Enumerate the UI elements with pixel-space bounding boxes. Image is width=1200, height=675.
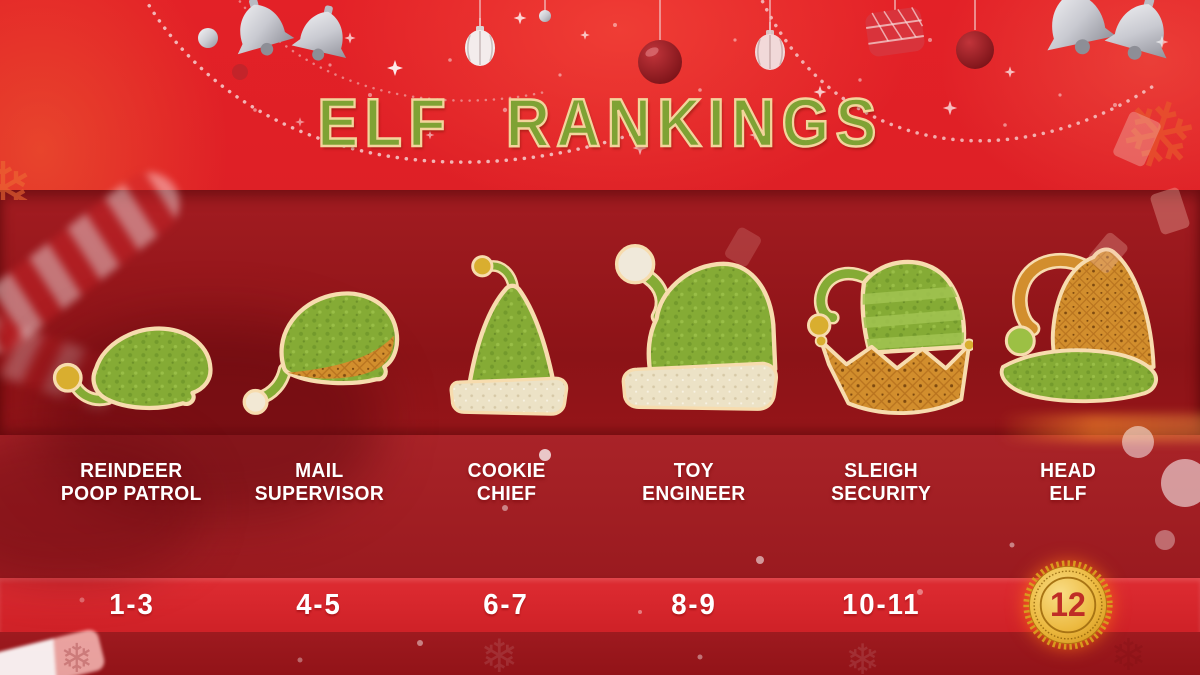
head-elf-rank-badge: 12: [1021, 558, 1115, 652]
role-labels-row: REINDEER POOP PATROL MAIL SUPERVISOR COO…: [0, 460, 1200, 506]
role-label: TOY ENGINEER: [642, 460, 745, 506]
rank-head-elf: 12: [975, 558, 1162, 652]
tiny-flat-elf-hat-icon: [52, 326, 213, 411]
column-sleigh-security: [787, 222, 974, 422]
column-head-elf: [975, 210, 1162, 422]
role-line-2: POOP PATROL: [61, 483, 203, 505]
role-line-2: SUPERVISOR: [254, 483, 384, 505]
bauble-ornament-icon: [754, 21, 786, 71]
santa-style-elf-hat-icon: [614, 244, 778, 411]
rank-number-band: [0, 578, 1200, 632]
role-label: REINDEER POOP PATROL: [61, 460, 202, 506]
role-label-band: [0, 435, 1200, 578]
label-toy-engineer: TOY ENGINEER: [600, 460, 787, 506]
role-line-1: HEAD: [1040, 460, 1097, 482]
rank-toy-engineer: 8-9: [600, 589, 787, 622]
jester-elf-hat-icon: [807, 259, 974, 416]
rank-value: 10-11: [841, 588, 921, 621]
rank-value: 4-5: [296, 588, 342, 621]
pointed-elf-hat-icon: [449, 255, 569, 416]
role-line-1: TOY: [673, 460, 714, 482]
curved-elf-hat-icon: [243, 291, 400, 415]
role-line-1: COOKIE: [467, 460, 546, 482]
red-ball-ornament-icon: [956, 31, 994, 69]
silver-bells-icon: [289, 0, 357, 67]
role-label: HEAD ELF: [1040, 460, 1096, 506]
rank-reindeer-poop-patrol: 1-3: [38, 589, 225, 622]
label-reindeer-poop-patrol: REINDEER POOP PATROL: [38, 460, 225, 506]
rank-value: 6-7: [483, 588, 530, 621]
role-line-1: REINDEER: [80, 460, 183, 482]
role-label: SLEIGH SECURITY: [831, 460, 931, 506]
bottom-strip: [0, 632, 1200, 675]
grand-elf-hat-icon: [999, 247, 1158, 404]
role-line-2: ELF: [1049, 483, 1088, 505]
rank-mail-supervisor: 4-5: [225, 589, 412, 622]
label-sleigh-security: SLEIGH SECURITY: [787, 460, 974, 506]
rank-sleigh-security: 10-11: [787, 589, 974, 622]
role-line-2: SECURITY: [830, 483, 932, 505]
column-reindeer-poop-patrol: [38, 310, 225, 422]
label-cookie-chief: COOKIE CHIEF: [413, 460, 600, 506]
column-toy-engineer: [600, 230, 787, 422]
rank-cookie-chief: 6-7: [413, 589, 600, 622]
page-title: ELF RANKINGS: [316, 84, 883, 163]
red-ball-ornament-icon: [638, 40, 682, 84]
role-line-2: CHIEF: [476, 483, 537, 505]
silver-ball-icon: [539, 10, 551, 22]
bauble-ornament-icon: [464, 17, 496, 67]
label-mail-supervisor: MAIL SUPERVISOR: [225, 460, 412, 506]
column-mail-supervisor: [225, 274, 412, 422]
rank-value: 8-9: [670, 588, 717, 621]
role-line-1: SLEIGH: [844, 460, 918, 482]
role-label: MAIL SUPERVISOR: [254, 460, 383, 506]
silver-bells-icon: [224, 0, 297, 64]
label-head-elf: HEAD ELF: [975, 460, 1162, 506]
rank-numbers-row: 1-3 4-5 6-7 8-9 10-11 12: [0, 560, 1200, 650]
role-line-2: ENGINEER: [641, 483, 746, 505]
hats-row: [0, 190, 1200, 435]
rank-value: 12: [1050, 585, 1087, 624]
gold-medal-icon: [1023, 560, 1113, 650]
column-cookie-chief: [413, 239, 600, 422]
silver-ball-icon: [198, 28, 218, 48]
red-ball-ornament-icon: [232, 64, 248, 80]
rank-value: 1-3: [108, 588, 155, 621]
drum-ornament-icon: [865, 7, 925, 57]
silver-bells-icon: [1035, 0, 1119, 62]
silver-bells-icon: [1101, 0, 1182, 69]
role-label: COOKIE CHIEF: [467, 460, 545, 506]
role-line-1: MAIL: [294, 460, 344, 482]
